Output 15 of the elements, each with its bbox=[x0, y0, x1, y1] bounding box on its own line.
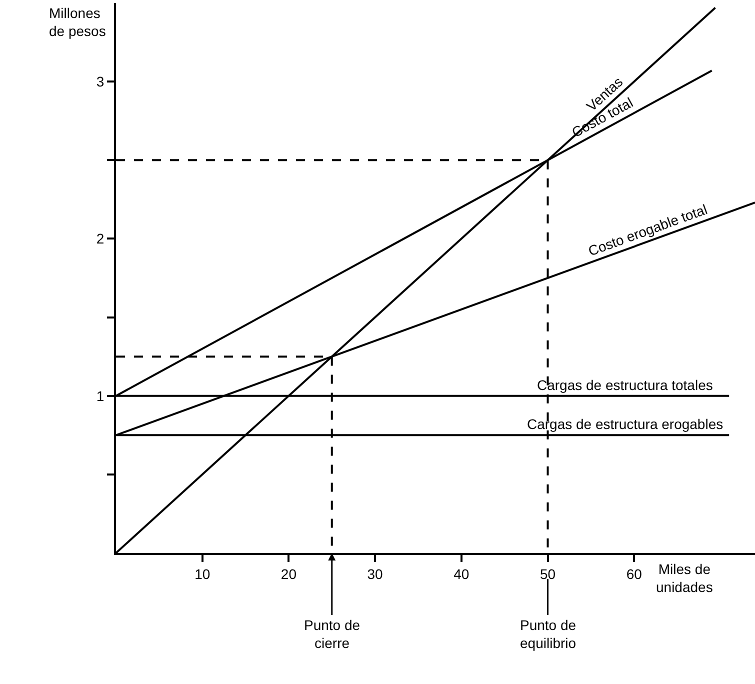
x-tick-label: 10 bbox=[194, 566, 210, 582]
x-tick-label: 50 bbox=[540, 566, 556, 582]
series-label: Cargas de estructura totales bbox=[537, 377, 713, 393]
annotation: Punto de cierre bbox=[304, 617, 360, 652]
series-label: Cargas de estructura erogables bbox=[527, 416, 724, 432]
x-tick-label: 20 bbox=[280, 566, 297, 582]
x-tick-label: 60 bbox=[626, 566, 642, 582]
y-tick-label: 3 bbox=[96, 73, 104, 90]
y-axis-title: Millones de pesos bbox=[49, 5, 106, 40]
x-axis-title: Miles de unidades bbox=[656, 561, 713, 596]
x-tick-label: 40 bbox=[454, 566, 470, 582]
x-tick-label: 30 bbox=[367, 566, 384, 582]
annotation: Punto de equilibrio bbox=[520, 617, 576, 652]
y-tick-label: 1 bbox=[96, 388, 104, 404]
y-tick-label: 2 bbox=[96, 230, 104, 247]
